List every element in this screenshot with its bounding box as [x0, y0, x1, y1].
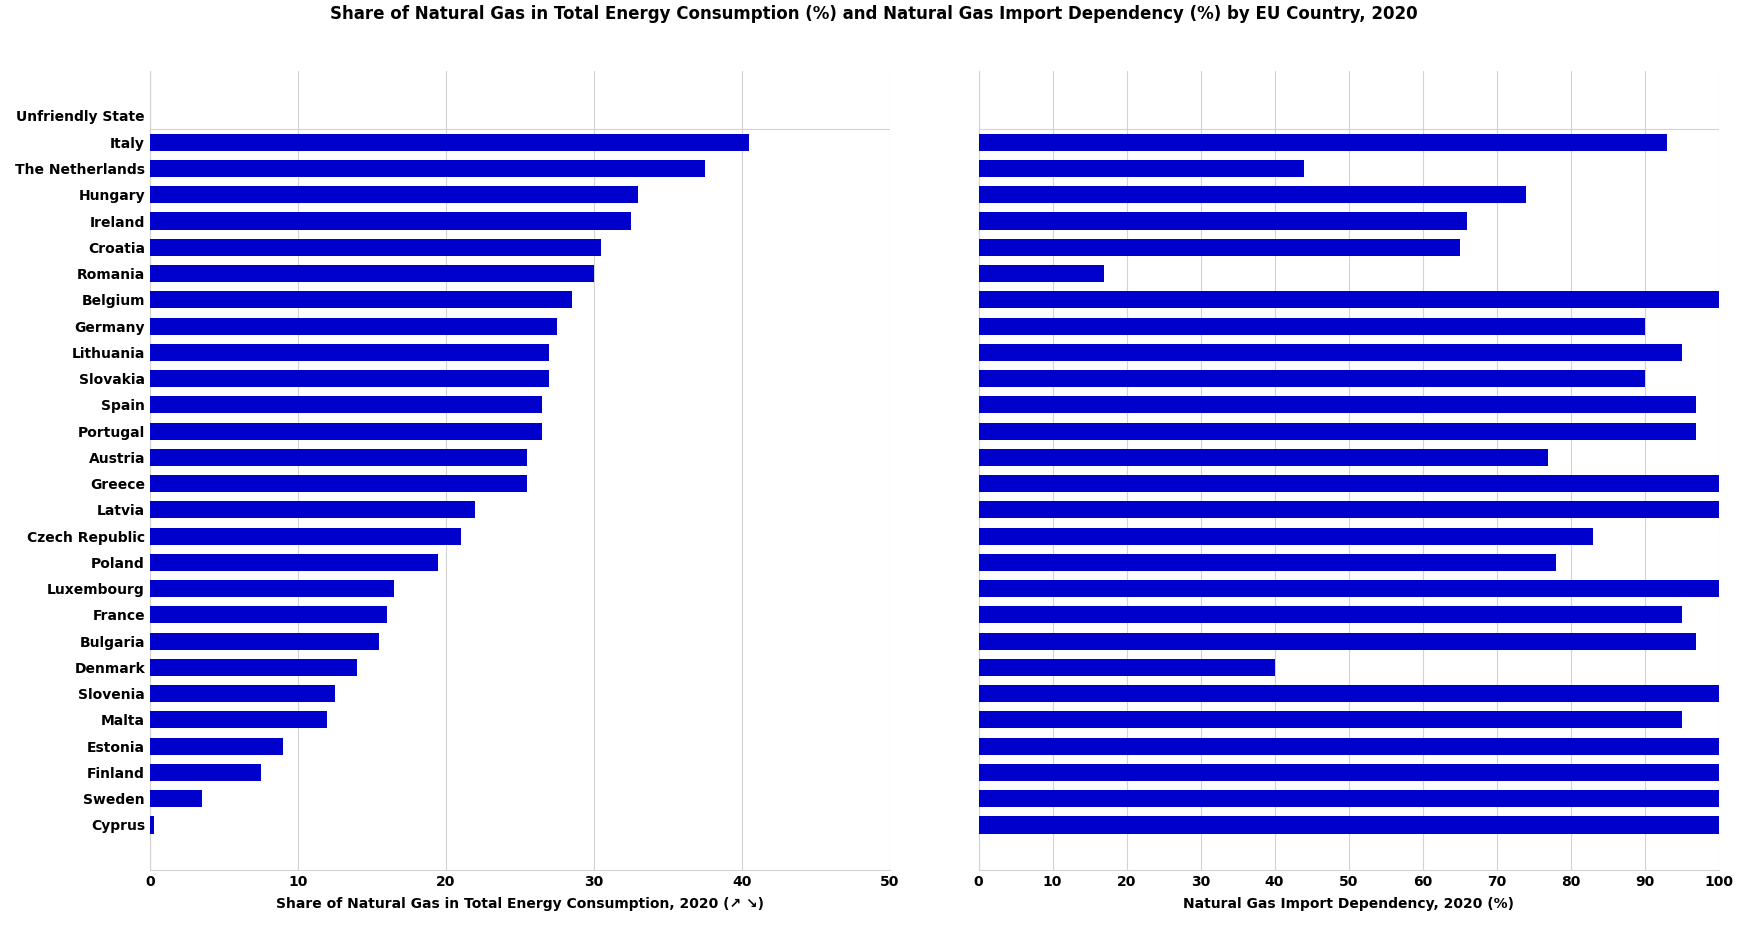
Bar: [979, 449, 1549, 466]
X-axis label: Share of Natural Gas in Total Energy Consumption, 2020 (↗ ↘): Share of Natural Gas in Total Energy Con…: [276, 897, 764, 911]
Bar: [979, 370, 1645, 387]
Bar: [979, 764, 1718, 781]
Bar: [150, 528, 461, 544]
Bar: [150, 318, 558, 334]
Bar: [150, 449, 528, 466]
Bar: [979, 265, 1105, 282]
Bar: [150, 265, 594, 282]
Bar: [150, 292, 572, 308]
Bar: [150, 344, 549, 361]
Bar: [150, 396, 542, 413]
Bar: [979, 292, 1718, 308]
Bar: [150, 632, 379, 650]
Bar: [150, 790, 201, 807]
Bar: [150, 212, 631, 230]
Bar: [979, 475, 1718, 492]
Bar: [150, 422, 542, 440]
Bar: [150, 133, 750, 151]
Bar: [150, 186, 638, 204]
Bar: [979, 817, 1718, 833]
Bar: [150, 659, 357, 676]
Bar: [979, 212, 1467, 230]
Bar: [150, 685, 336, 702]
X-axis label: Natural Gas Import Dependency, 2020 (%): Natural Gas Import Dependency, 2020 (%): [1183, 897, 1514, 911]
Bar: [979, 422, 1696, 440]
Bar: [150, 475, 528, 492]
Bar: [979, 685, 1718, 702]
Bar: [979, 318, 1645, 334]
Bar: [979, 528, 1592, 544]
Bar: [150, 817, 154, 833]
Bar: [150, 764, 260, 781]
Bar: [150, 580, 393, 597]
Bar: [979, 738, 1718, 755]
Bar: [979, 659, 1274, 676]
Bar: [979, 239, 1460, 256]
Bar: [979, 186, 1526, 204]
Bar: [150, 738, 283, 755]
Bar: [979, 501, 1718, 519]
Bar: [150, 711, 327, 729]
Bar: [150, 554, 439, 571]
Bar: [150, 501, 475, 519]
Bar: [979, 160, 1304, 177]
Bar: [979, 580, 1718, 597]
Text: Share of Natural Gas in Total Energy Consumption (%) and Natural Gas Import Depe: Share of Natural Gas in Total Energy Con…: [330, 5, 1418, 22]
Bar: [150, 160, 704, 177]
Bar: [979, 711, 1682, 729]
Bar: [979, 133, 1666, 151]
Bar: [979, 344, 1682, 361]
Bar: [979, 790, 1718, 807]
Bar: [979, 396, 1696, 413]
Bar: [979, 554, 1556, 571]
Bar: [979, 607, 1682, 623]
Bar: [150, 239, 601, 256]
Bar: [979, 632, 1696, 650]
Bar: [150, 370, 549, 387]
Bar: [150, 607, 386, 623]
